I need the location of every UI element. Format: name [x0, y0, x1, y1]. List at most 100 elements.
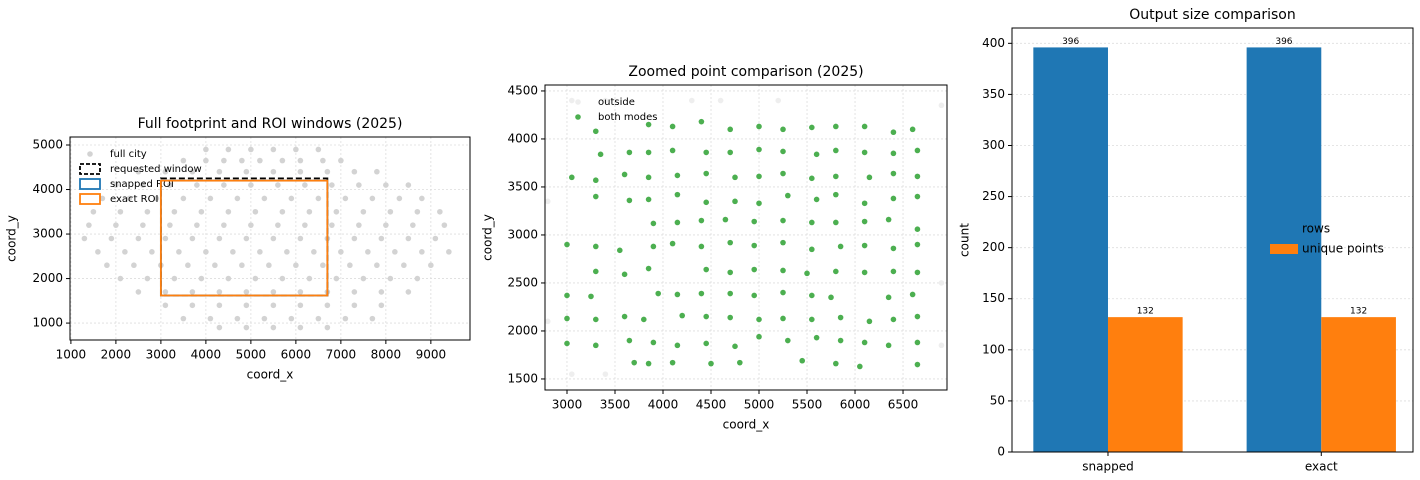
point	[626, 337, 633, 344]
y-tick-label: 350	[982, 87, 1005, 101]
point	[162, 168, 169, 175]
point	[257, 157, 263, 164]
point	[441, 222, 448, 228]
point	[592, 243, 599, 250]
x-tick-label: 2000	[101, 348, 132, 362]
point	[414, 275, 421, 282]
point	[374, 168, 380, 175]
point	[751, 292, 758, 299]
point	[588, 293, 594, 300]
legend-marker	[79, 178, 101, 190]
y-tick-label: 1500	[507, 371, 538, 385]
y-tick-label: 50	[990, 393, 1005, 407]
point	[592, 342, 599, 349]
point	[221, 182, 227, 188]
x-tick-label: snapped	[1082, 460, 1133, 474]
point	[809, 219, 815, 226]
point	[732, 174, 738, 181]
point	[248, 146, 254, 153]
point	[297, 324, 304, 331]
point	[171, 208, 178, 215]
point	[221, 157, 227, 164]
point	[369, 195, 376, 202]
point	[243, 168, 250, 175]
point	[275, 182, 281, 188]
point	[288, 195, 295, 202]
legend-label: full city	[110, 149, 147, 160]
y-tick-label: 2000	[507, 323, 538, 337]
panel: 1500 2000 2500 3000 3500 4000 4500 3000 3500 4000…	[481, 64, 948, 432]
point	[189, 168, 196, 175]
point	[95, 249, 101, 255]
y-tick-label: 300	[982, 138, 1005, 152]
point	[727, 314, 734, 321]
point	[189, 235, 196, 242]
point	[621, 171, 628, 178]
x-tick-label: 4000	[191, 348, 222, 362]
point	[99, 195, 106, 202]
point	[284, 249, 290, 255]
point	[243, 235, 250, 242]
point	[392, 249, 398, 255]
point	[914, 241, 921, 248]
point	[780, 217, 786, 224]
point	[674, 191, 681, 198]
point	[374, 262, 380, 269]
point	[108, 235, 115, 242]
point	[813, 334, 820, 341]
y-tick-label: 250	[982, 189, 1005, 203]
point	[914, 361, 921, 368]
point	[153, 195, 160, 202]
point	[780, 289, 786, 296]
point	[351, 168, 358, 175]
point	[180, 157, 187, 164]
point	[135, 289, 142, 295]
point	[785, 337, 791, 344]
point	[621, 313, 628, 320]
y-tick-label: 4000	[507, 131, 538, 145]
point	[640, 316, 647, 323]
x-tick-label: 5000	[236, 348, 267, 362]
point	[890, 150, 897, 157]
point	[914, 226, 921, 232]
point	[751, 266, 758, 273]
x-tick-label: 3500	[600, 398, 631, 412]
point	[279, 157, 286, 164]
point	[564, 315, 570, 322]
panel: 0 50 100 150 200 250 300 350 400 Output size comp…	[958, 7, 1414, 474]
y-tick-label: 4500	[507, 83, 538, 97]
point	[669, 123, 676, 130]
point	[405, 182, 412, 188]
point	[650, 220, 657, 227]
grid	[545, 85, 947, 390]
point	[650, 339, 657, 346]
point	[243, 302, 250, 309]
point	[616, 247, 623, 254]
point	[727, 126, 734, 133]
point	[104, 262, 110, 269]
axes-frame	[544, 84, 948, 391]
point	[135, 168, 142, 175]
point	[914, 339, 921, 346]
point	[167, 222, 173, 228]
x-tick-label: 5500	[792, 398, 823, 412]
y-tick-label: 200	[982, 240, 1005, 254]
point	[297, 302, 304, 309]
x-tick-label: 6000	[281, 348, 312, 362]
point	[756, 173, 762, 180]
point	[650, 243, 657, 250]
point	[351, 289, 358, 295]
point	[703, 199, 710, 206]
point	[645, 196, 652, 203]
point	[698, 217, 705, 224]
point	[360, 208, 367, 215]
x-tick-label: 8000	[371, 348, 402, 362]
point	[365, 249, 371, 255]
point	[698, 118, 705, 125]
point	[162, 289, 169, 295]
point	[437, 208, 443, 215]
point	[144, 208, 151, 215]
legend-label: snapped ROI	[110, 179, 174, 190]
bar	[1321, 317, 1396, 452]
